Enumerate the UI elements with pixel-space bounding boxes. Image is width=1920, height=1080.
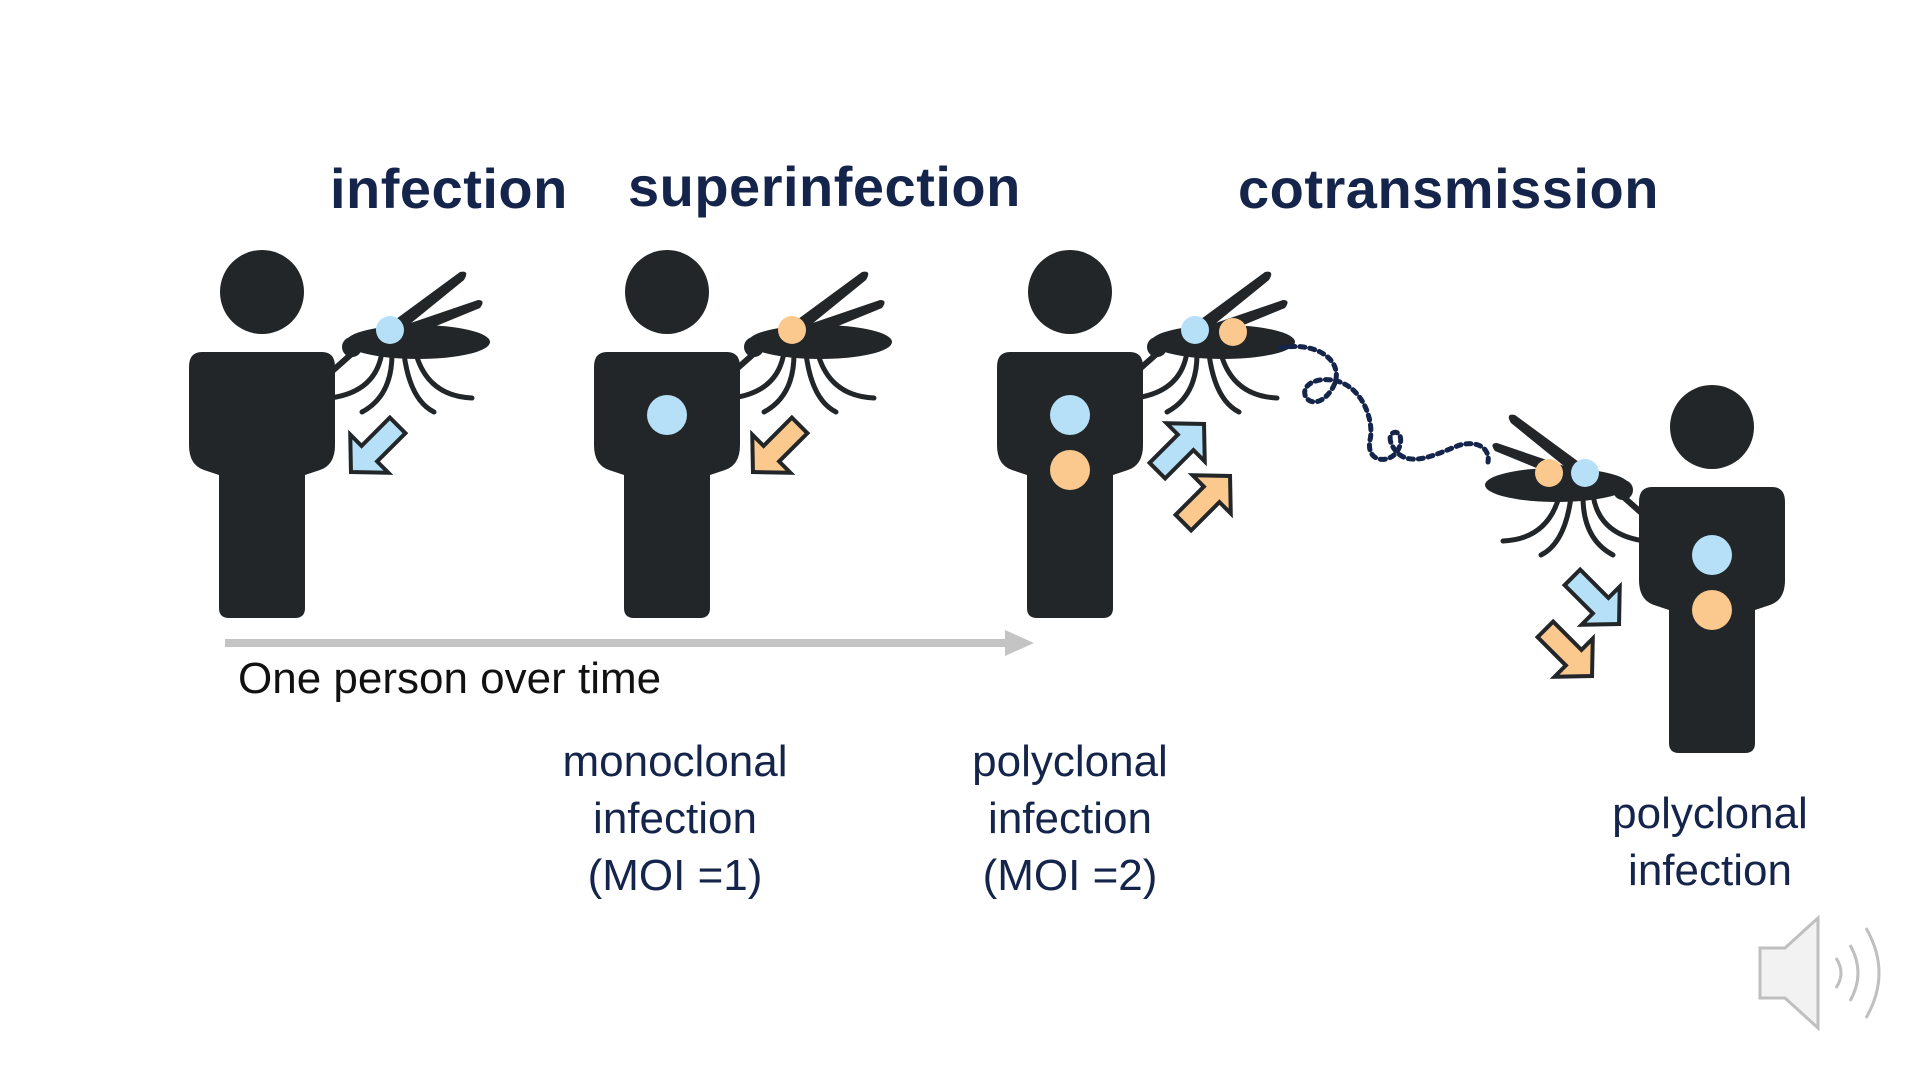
strain-orange-dot [1535,459,1563,487]
timeline-label: One person over time [238,654,662,703]
caption-line: infection [593,794,757,843]
caption-line: polyclonal [1612,789,1808,838]
caption-line: infection [988,794,1152,843]
strain-orange-dot [1050,450,1090,490]
transmission-arrow-icon [1553,558,1638,643]
mosquito-flight-path [1277,344,1491,465]
mosquito-icon [1107,272,1295,412]
strain-blue-dot [1692,535,1732,575]
caption-polyclonal-moi: polyclonal infection (MOI =2) [905,733,1235,904]
heading-superinfection: superinfection [628,155,1021,218]
caption-line: (MOI =1) [587,851,763,900]
transmission-arrow-icon [332,406,417,491]
mosquito-icon [1485,415,1673,555]
speaker-icon[interactable] [1758,914,1881,1032]
person-icon [189,250,335,618]
caption-line: monoclonal [562,737,788,786]
heading-cotransmission: cotransmission [1238,157,1659,220]
caption-line: infection [1628,846,1792,895]
strain-blue-dot [647,395,687,435]
caption-polyclonal-cotransmission: polyclonal infection [1545,785,1875,899]
caption-line: polyclonal [972,737,1168,786]
heading-infection: infection [330,157,568,220]
strain-blue-dot [1050,395,1090,435]
caption-line: (MOI =2) [982,851,1158,900]
strain-orange-dot [778,316,806,344]
strain-blue-dot [1571,459,1599,487]
mosquito-icon [302,272,490,412]
timeline-arrow [225,630,1034,656]
caption-monoclonal: monoclonal infection (MOI =1) [510,733,840,904]
transmission-arrow-icon [734,406,819,491]
strain-orange-dot [1692,590,1732,630]
strain-blue-dot [1181,316,1209,344]
strain-blue-dot [376,316,404,344]
strain-orange-dot [1219,318,1247,346]
mosquito-icon [704,272,892,412]
transmission-arrow-icon [1164,457,1249,542]
